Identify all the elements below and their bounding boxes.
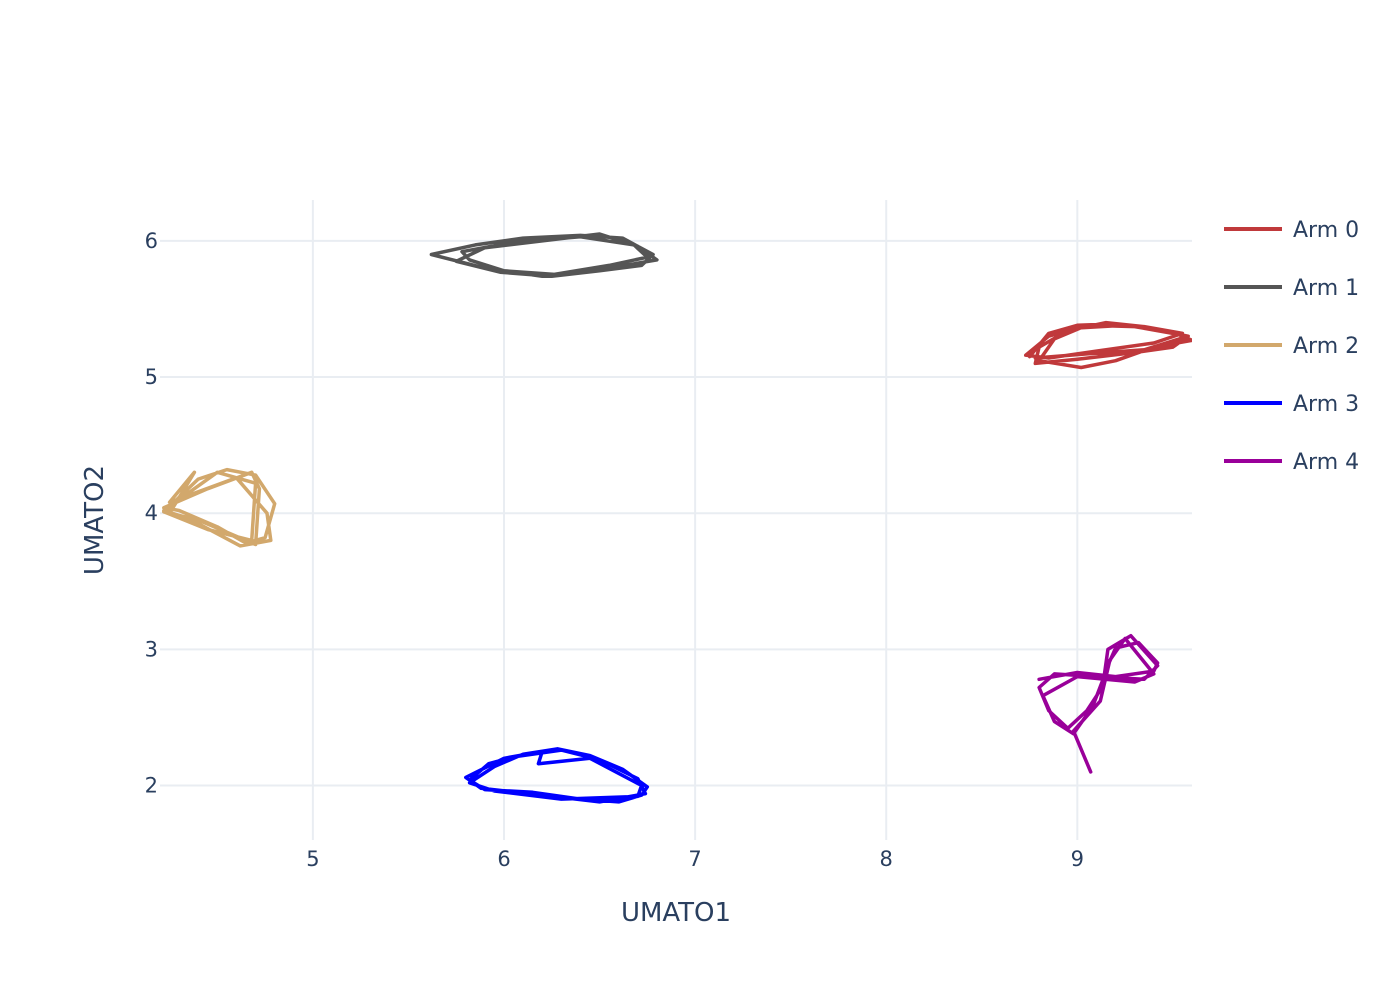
- series-line-arm-2: [162, 467, 277, 548]
- series-line-arm-4: [1037, 633, 1160, 774]
- y-tick-label: 3: [145, 637, 158, 661]
- legend-label: Arm 1: [1293, 276, 1359, 301]
- series-line-arm-0: [1023, 320, 1192, 370]
- x-axis-ticks: 5 6 7 8 9: [306, 847, 1084, 871]
- legend-item-arm-1[interactable]: Arm 1: [1224, 276, 1359, 301]
- legend: Arm 0 Arm 1 Arm 2 Arm 3 Arm 4: [1224, 218, 1359, 475]
- legend-item-arm-2[interactable]: Arm 2: [1224, 334, 1359, 359]
- legend-label: Arm 3: [1293, 392, 1359, 417]
- x-tick-label: 6: [497, 847, 510, 871]
- legend-label: Arm 4: [1293, 450, 1359, 475]
- x-tick-label: 8: [880, 847, 893, 871]
- legend-label: Arm 0: [1293, 218, 1359, 243]
- x-axis-title: UMATO1: [621, 898, 731, 928]
- legend-item-arm-0[interactable]: Arm 0: [1224, 218, 1359, 243]
- y-tick-label: 4: [145, 501, 158, 525]
- plot-area: [162, 232, 1192, 804]
- x-tick-label: 9: [1071, 847, 1084, 871]
- y-axis-ticks: 2 3 4 5 6: [145, 229, 158, 798]
- y-tick-label: 2: [145, 774, 158, 798]
- y-axis-title: UMATO2: [80, 465, 110, 575]
- y-tick-label: 5: [145, 365, 158, 389]
- series-line-arm-1: [429, 232, 659, 279]
- y-tick-label: 6: [145, 229, 158, 253]
- legend-item-arm-3[interactable]: Arm 3: [1224, 392, 1359, 417]
- series-line-arm-3: [464, 747, 650, 804]
- x-tick-label: 5: [306, 847, 319, 871]
- legend-label: Arm 2: [1293, 334, 1359, 359]
- legend-item-arm-4[interactable]: Arm 4: [1224, 450, 1359, 475]
- x-tick-label: 7: [688, 847, 701, 871]
- grid: [160, 200, 1192, 840]
